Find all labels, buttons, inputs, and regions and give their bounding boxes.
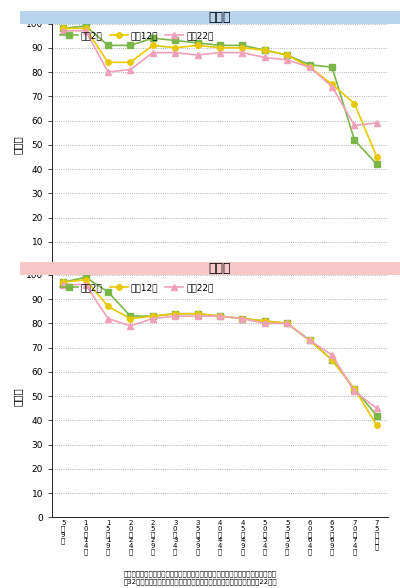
Text: 単位：％: 単位：％ bbox=[368, 12, 388, 21]
Y-axis label: 外出率: 外出率 bbox=[13, 135, 23, 154]
Legend: 平成2年, 平成12年, 平成22年: 平成2年, 平成12年, 平成22年 bbox=[56, 28, 217, 44]
Legend: 平成2年, 平成12年, 平成22年: 平成2年, 平成12年, 平成22年 bbox=[56, 279, 217, 296]
Y-axis label: 外出率: 外出率 bbox=[13, 387, 23, 406]
Text: 女　性: 女 性 bbox=[209, 262, 231, 275]
Text: 資料：第５回近畿圏パーソントリップ調査　確定版（第３回調査圏域内の集計）
図32　性別・年齢階層別に見た平日の外出率の推移（平成２年～平成22年）: 資料：第５回近畿圏パーソントリップ調査 確定版（第３回調査圏域内の集計） 図32… bbox=[123, 571, 277, 585]
Text: 男　性: 男 性 bbox=[209, 11, 231, 24]
